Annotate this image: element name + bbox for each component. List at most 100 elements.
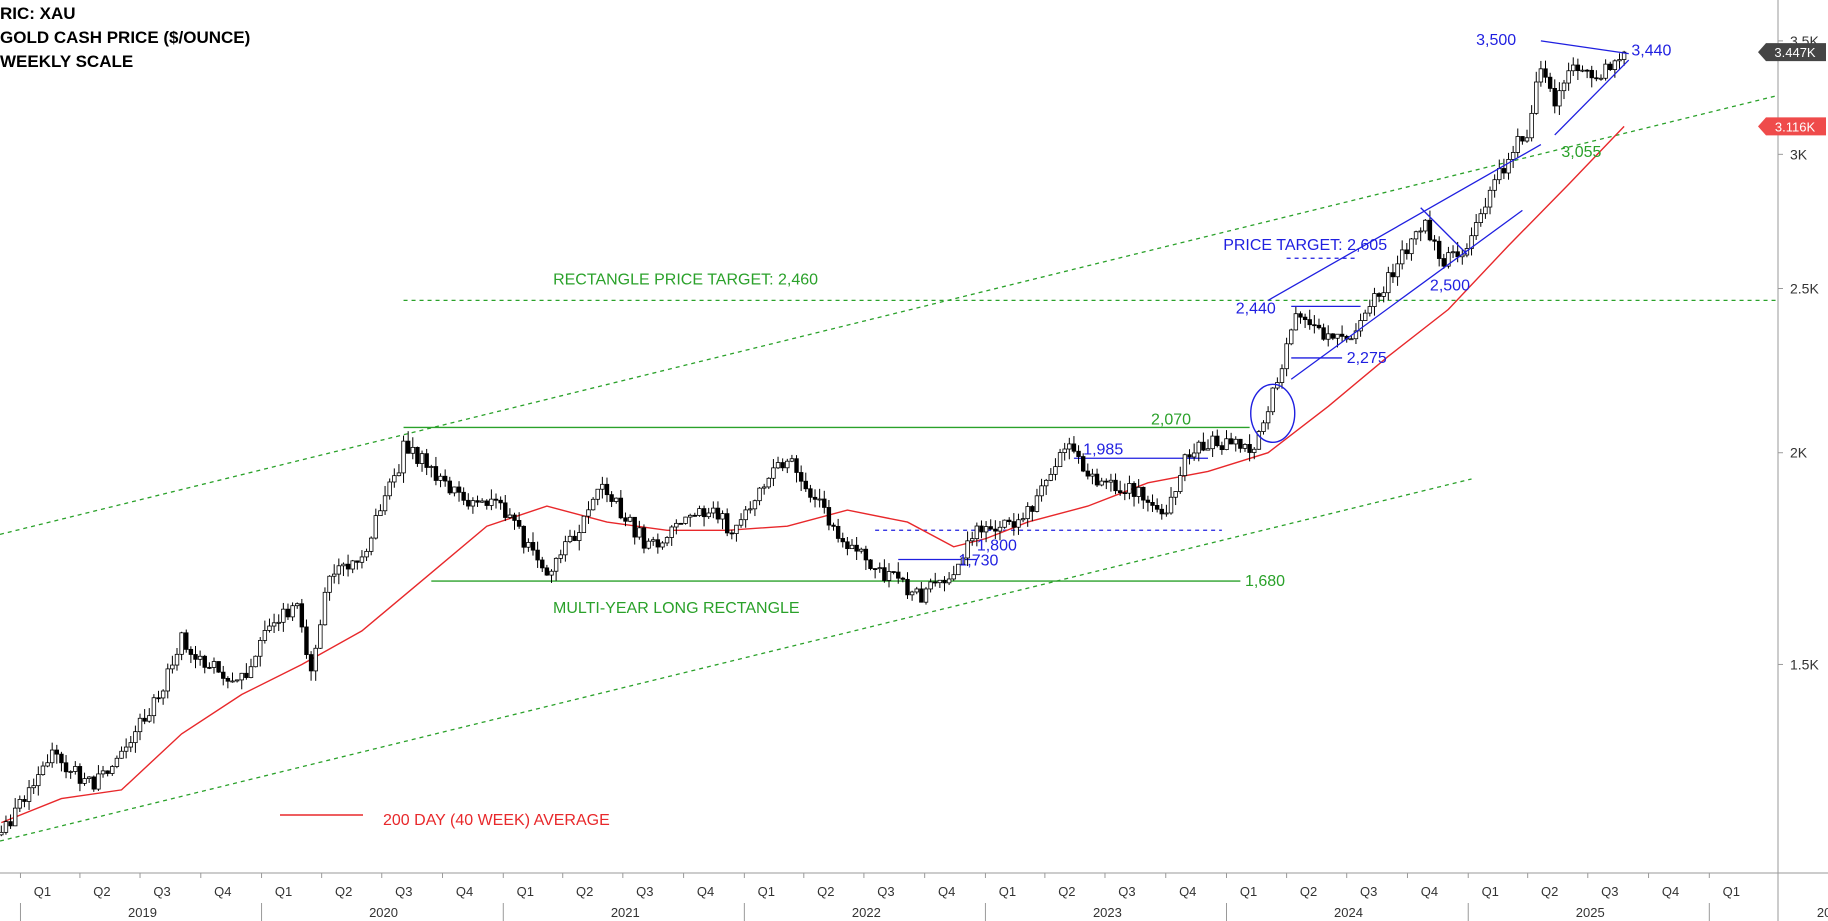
candle-body	[1621, 51, 1627, 60]
candle-body	[1436, 240, 1442, 259]
candle-body	[1016, 519, 1021, 528]
levels-layer	[403, 257, 1778, 582]
candle-body	[882, 567, 887, 581]
candle-body	[1256, 431, 1262, 450]
candle-body	[752, 500, 758, 510]
candle-body	[923, 588, 929, 603]
candle-body	[327, 575, 332, 593]
candle-body	[1242, 444, 1248, 449]
candle-body	[1159, 508, 1164, 515]
candle-body	[1233, 438, 1238, 445]
candle-body	[581, 515, 587, 534]
candle-body	[1367, 306, 1373, 314]
candle-body	[1404, 249, 1410, 255]
candle-body	[151, 697, 157, 717]
candle-body	[1099, 480, 1104, 486]
candle-body	[1483, 206, 1488, 215]
legend-layer: 200 DAY (40 WEEK) AVERAGE	[280, 812, 610, 829]
candle-body	[1302, 316, 1308, 321]
candle-body	[1178, 475, 1183, 492]
candle-body	[623, 517, 628, 522]
candle-body	[1584, 69, 1590, 72]
candle-body	[711, 507, 716, 514]
candle-body	[276, 621, 281, 624]
candle-body	[919, 588, 924, 603]
candle-body	[845, 541, 850, 550]
x-quarter-label: Q1	[34, 884, 51, 899]
candle-body	[114, 757, 120, 767]
candle-body	[540, 559, 545, 569]
candle-body	[1455, 251, 1460, 258]
candle-body	[808, 488, 813, 498]
candle-body	[1265, 411, 1271, 424]
candle-body	[997, 526, 1003, 532]
candle-body	[1339, 333, 1345, 337]
candle-body	[1210, 435, 1215, 450]
candle-body	[877, 567, 882, 570]
candle-body	[1473, 222, 1479, 237]
candle-body	[188, 648, 194, 655]
candle-body	[110, 766, 115, 774]
x-quarter-label: Q1	[275, 884, 292, 899]
candle-body	[863, 548, 869, 561]
candle-body	[826, 507, 832, 526]
candle-body	[831, 524, 836, 527]
candle-body	[239, 672, 244, 681]
candle-body	[632, 516, 637, 538]
candle-body	[63, 762, 69, 773]
candle-body	[128, 742, 133, 748]
candle-body	[909, 591, 915, 596]
candle-body	[1478, 213, 1483, 223]
candle-body	[928, 581, 933, 590]
candle-body	[470, 500, 476, 507]
candle-body	[609, 494, 614, 502]
candle-body	[438, 475, 443, 481]
candle-body	[1492, 179, 1497, 191]
candle-body	[526, 542, 531, 548]
candle-body	[197, 655, 203, 660]
candle-body	[1113, 479, 1118, 492]
candle-body	[641, 527, 647, 549]
x-quarter-label: Q3	[153, 884, 170, 899]
candle-body	[26, 787, 32, 802]
candle-body	[697, 508, 702, 516]
candle-body	[1182, 454, 1188, 476]
candle-body	[3, 821, 9, 833]
candle-body	[211, 661, 217, 668]
candle-body	[31, 785, 36, 789]
candle-body	[415, 446, 420, 464]
candle-body	[1316, 324, 1322, 329]
candle-body	[322, 591, 328, 626]
candle-body	[933, 581, 938, 584]
x-year-label: 2024	[1334, 905, 1363, 920]
candle-body	[803, 480, 808, 490]
candle-body	[1007, 519, 1012, 522]
candle-body	[775, 462, 781, 469]
candle-body	[1085, 470, 1091, 477]
candle-body	[174, 653, 180, 666]
candle-body	[234, 679, 240, 682]
candle-body	[1561, 82, 1567, 92]
candle-body	[1501, 168, 1507, 174]
candle-body	[734, 524, 739, 534]
candle-body	[1487, 189, 1493, 208]
candle-body	[1224, 438, 1229, 451]
candle-body	[1238, 438, 1243, 449]
candle-body	[77, 766, 83, 784]
candle-body	[373, 515, 379, 539]
candle-body	[1228, 438, 1234, 445]
candle-body	[1571, 64, 1576, 72]
candle-body	[1191, 452, 1197, 458]
candle-body	[1108, 479, 1114, 483]
trend-channel-upper	[0, 94, 1779, 536]
candle-body	[1381, 292, 1386, 297]
x-quarter-label: Q4	[697, 884, 714, 899]
candle-body	[479, 500, 485, 503]
candle-body	[123, 746, 129, 752]
candle-body	[960, 557, 966, 565]
candle-body	[1423, 219, 1428, 232]
candle-body	[1441, 258, 1446, 267]
candle-body	[193, 654, 198, 660]
candle-body	[1122, 492, 1127, 495]
